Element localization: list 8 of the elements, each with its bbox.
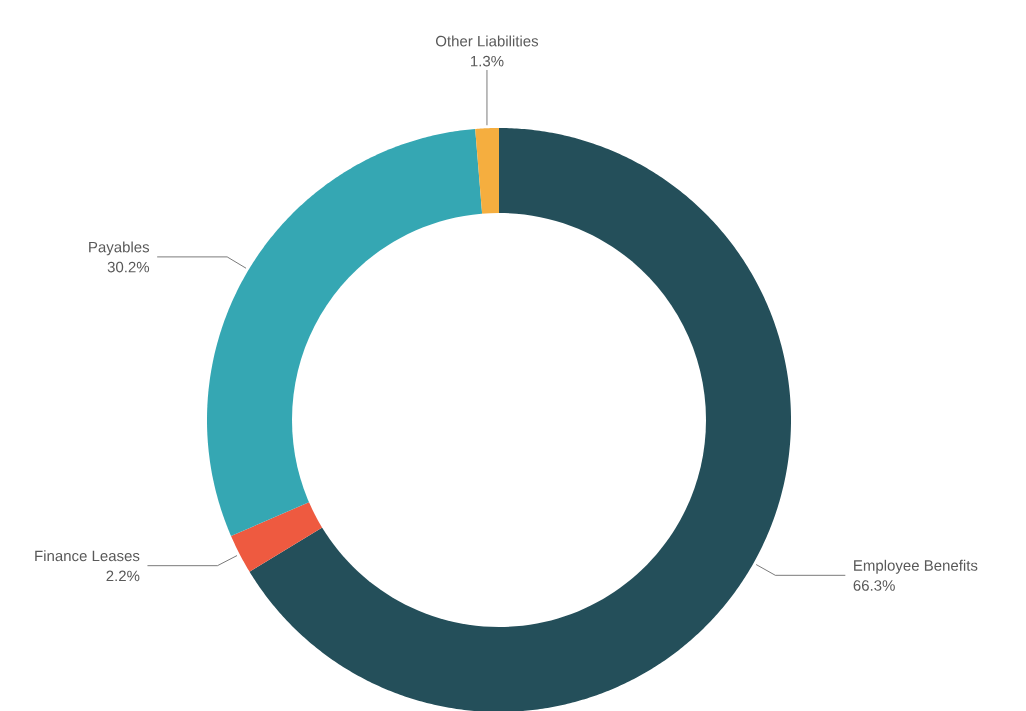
slice-label: Employee Benefits <box>854 559 978 574</box>
data-label: 30.2% <box>107 261 150 273</box>
slice-label: Finance Leases <box>35 550 140 562</box>
data-label: 66.3% <box>853 580 895 591</box>
data-label: 2.2% <box>106 570 140 582</box>
slice-label: Other Liabilities <box>435 35 539 47</box>
data-label: 1.3% <box>471 55 504 67</box>
slice-label: Payables <box>89 241 150 256</box>
